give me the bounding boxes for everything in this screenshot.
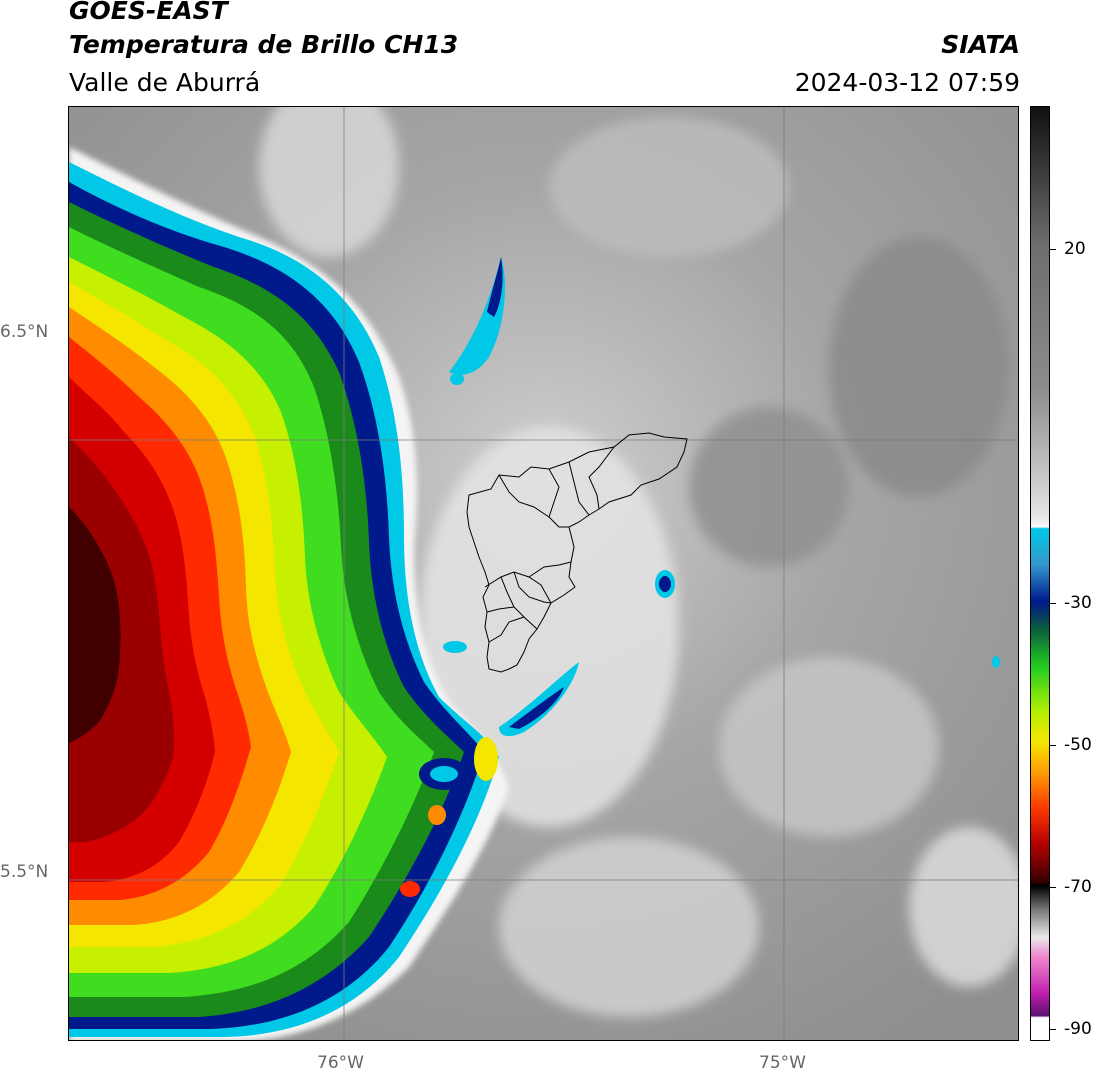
datetime-label: 2024-03-12 07:59: [794, 68, 1020, 97]
colorbar-label-minus-90: -90: [1064, 1019, 1092, 1039]
gray-texture: [259, 107, 1018, 1017]
lon-label-75: 75°W: [759, 1053, 806, 1073]
colorbar-label-minus-70: -70: [1064, 877, 1092, 897]
lat-label-6-5: 6.5°N: [0, 322, 49, 342]
satellite-map[interactable]: [68, 106, 1019, 1041]
lon-label-76: 76°W: [317, 1053, 364, 1073]
colorbar-label-20: 20: [1064, 239, 1086, 259]
isolated-cells: [443, 257, 1000, 737]
valle-de-aburra-boundary: [466, 432, 688, 673]
colorbar-tick: [1050, 249, 1056, 250]
satellite-title: GOES-EAST: [69, 0, 228, 25]
region-subtitle: Valle de Aburrá: [69, 68, 261, 97]
temperature-colorbar: [1030, 106, 1050, 1041]
colorbar-tick: [1050, 745, 1056, 746]
colorbar-label-minus-30: -30: [1064, 593, 1092, 613]
organization-label: SIATA: [941, 30, 1020, 59]
colorbar-label-minus-50: -50: [1064, 735, 1092, 755]
convective-system: [69, 147, 509, 1040]
lat-label-5-5: 5.5°N: [0, 862, 49, 882]
product-title: Temperatura de Brillo CH13: [69, 30, 459, 59]
colorbar-tick: [1050, 887, 1056, 888]
map-canvas: [69, 107, 1018, 1040]
graticule: [69, 107, 1018, 1040]
colorbar-tick: [1050, 1029, 1056, 1030]
colorbar-tick: [1050, 603, 1056, 604]
